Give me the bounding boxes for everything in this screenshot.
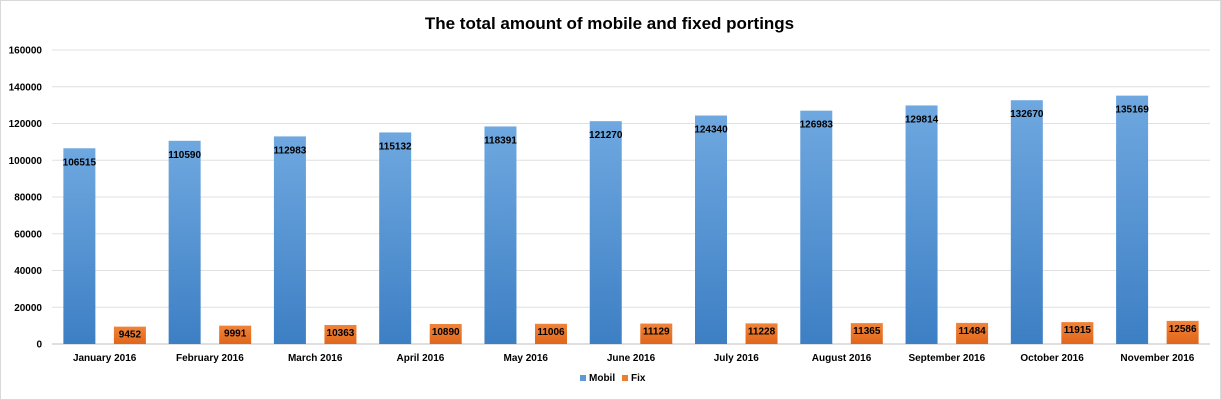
legend-label-mobil: Mobil [589, 373, 615, 384]
data-label-mobil: 132670 [1010, 109, 1044, 120]
y-tick-label: 120000 [9, 119, 43, 130]
bar-fix [745, 323, 778, 344]
bar-mobil [695, 115, 728, 344]
bar-fix [429, 323, 462, 344]
data-label-mobil: 115132 [379, 141, 412, 152]
y-tick-label: 0 [36, 340, 42, 351]
data-label-fix: 11365 [853, 326, 881, 337]
bars [63, 95, 1199, 345]
data-label-mobil: 121270 [589, 130, 623, 141]
bar-fix [113, 326, 146, 344]
y-tick-label: 60000 [14, 229, 42, 240]
bar-fix [1061, 322, 1094, 344]
data-label-fix: 11228 [748, 326, 776, 337]
bar-mobil [484, 126, 517, 344]
y-tick-label: 160000 [9, 46, 43, 57]
data-label-mobil: 118391 [484, 135, 517, 146]
x-tick-label: February 2016 [176, 353, 244, 364]
chart-title: The total amount of mobile and fixed por… [424, 14, 795, 33]
y-tick-label: 80000 [14, 193, 42, 204]
data-label-fix: 9452 [119, 330, 142, 341]
legend-label-fix: Fix [631, 373, 646, 384]
bar-fix [850, 323, 883, 344]
data-label-fix: 11915 [1064, 325, 1092, 336]
bar-fix [1166, 320, 1199, 344]
y-tick-label: 140000 [9, 82, 43, 93]
data-label-fix: 10890 [432, 327, 460, 338]
x-tick-label: March 2016 [288, 353, 343, 364]
bar-mobil [379, 132, 412, 344]
data-label-fix: 9991 [224, 329, 247, 340]
data-label-mobil: 112983 [274, 145, 307, 156]
data-label-mobil: 124340 [694, 125, 728, 136]
data-labels: 106515 9452 110590 9991 112983 10363 115132 108… [63, 105, 1197, 341]
data-label-fix: 12586 [1169, 324, 1197, 335]
x-tick-label: August 2016 [812, 353, 872, 364]
x-tick-label: April 2016 [397, 353, 445, 364]
bar-fix [219, 325, 252, 344]
x-tick-label: July 2016 [714, 353, 759, 364]
bar-mobil [800, 110, 833, 345]
bar-mobil [589, 121, 622, 344]
data-label-fix: 11484 [958, 326, 986, 337]
bar-mobil [63, 148, 96, 344]
legend: Mobil Fix [580, 373, 646, 384]
x-tick-label: June 2016 [607, 353, 656, 364]
x-tick-label: November 2016 [1120, 353, 1194, 364]
data-label-mobil: 126983 [800, 120, 834, 131]
axes: 0 20000 40000 60000 80000 100000 120000 140000 1… [9, 46, 1195, 365]
bar-fix [324, 324, 357, 344]
bar-fix [534, 323, 567, 344]
bar-fix [956, 322, 989, 344]
bar-mobil [168, 140, 201, 344]
data-label-fix: 11006 [537, 327, 565, 338]
y-tick-label: 20000 [14, 303, 42, 314]
bar-mobil [1116, 95, 1149, 345]
bar-mobil [1010, 100, 1043, 344]
bar-mobil [905, 105, 938, 345]
bar-fix [640, 323, 673, 344]
x-tick-label: October 2016 [1020, 353, 1084, 364]
data-label-mobil: 106515 [63, 157, 97, 168]
data-label-fix: 10363 [327, 328, 355, 339]
bar-mobil [273, 136, 306, 344]
x-tick-label: January 2016 [73, 353, 137, 364]
legend-swatch-mobil [580, 375, 586, 381]
y-tick-label: 40000 [14, 266, 42, 277]
data-label-fix: 11129 [643, 327, 670, 338]
x-tick-label: May 2016 [503, 353, 548, 364]
data-label-mobil: 135169 [1115, 105, 1149, 116]
legend-swatch-fix [622, 375, 628, 381]
data-label-mobil: 110590 [168, 150, 201, 161]
data-label-mobil: 129814 [905, 114, 939, 125]
x-tick-label: September 2016 [908, 353, 985, 364]
y-tick-label: 100000 [9, 156, 43, 167]
